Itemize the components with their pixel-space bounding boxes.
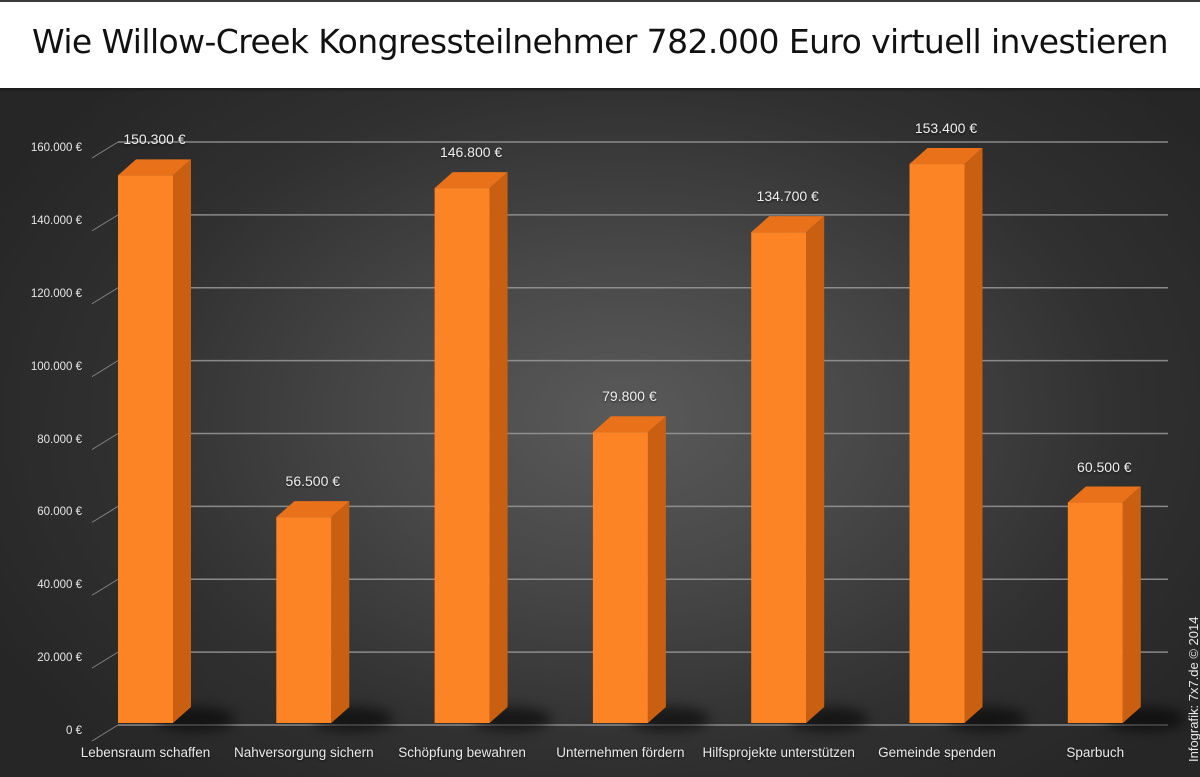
bar [751,216,869,731]
bar [1067,486,1185,731]
y-tick-mark [91,433,119,450]
bar-category-label: Nahversorgung sichern [234,745,374,760]
bar-top-face [751,216,825,233]
bar-front-face [1067,502,1123,723]
bar-top-face [1067,486,1141,503]
y-tick-mark [91,287,119,305]
chart-area [0,88,1200,777]
bar-top-face [118,159,191,176]
bar-side-face [1122,486,1141,723]
bar-top-face [909,148,983,165]
bar [276,501,394,731]
y-tick-label: 20.000 € [37,652,82,665]
bar-side-face [489,172,508,723]
bar-top-face [276,501,350,518]
y-tick-mark [91,360,119,378]
bar-side-face [331,501,350,723]
y-tick-label: 120.000 € [30,287,82,300]
y-tick-mark [91,724,119,742]
y-tick-label: 160.000 € [30,142,82,154]
y-tick-mark [91,141,119,159]
y-tick-label: 100.000 € [30,360,82,373]
bar [592,416,710,731]
bar-value-label: 60.500 € [1077,458,1132,475]
y-tick-label: 80.000 € [37,433,82,446]
bar-value-label: 146.800 € [439,144,503,161]
bar-value-label: 56.500 € [285,473,341,490]
bar [434,172,552,731]
bar-category-label: Gemeinde spenden [878,745,996,760]
y-tick-mark [91,505,119,523]
bar-category-label: Hilfsprojekte unterstützen [702,745,855,760]
bar-category-label: Unternehmen fördern [556,745,685,760]
bar-side-face [806,216,825,723]
bar-category-label: Lebensraum schaffen [80,745,211,760]
bar-value-label: 79.800 € [602,388,657,405]
bar-value-label: 134.700 € [756,188,819,205]
bar-front-face [434,188,490,723]
y-tick-mark [91,578,119,596]
bar [909,148,1027,731]
bar-value-label: 150.300 € [123,131,186,148]
bar-front-face [909,164,965,723]
bar [118,159,235,731]
bar-front-face [592,432,648,723]
bar-front-face [276,517,332,723]
bar-front-face [751,232,807,723]
y-tick-mark [91,651,119,669]
bar-side-face [173,159,191,724]
bar-value-label: 153.400 € [914,120,978,137]
bar-side-face [964,148,983,723]
bar-top-face [434,172,508,189]
y-tick-label: 40.000 € [37,579,82,592]
title-band: Wie Willow-Creek Kongressteilnehmer 782.… [0,0,1200,88]
y-tick-mark [91,214,119,232]
chart-title: Wie Willow-Creek Kongressteilnehmer 782.… [32,22,1169,61]
bar-category-label: Sparbuch [1066,745,1125,760]
chart-canvas [91,141,1185,742]
bar-front-face [118,175,173,724]
bar-category-label: Schöpfung bewahren [398,745,526,760]
y-tick-label: 0 € [66,725,82,737]
credit-text: Infografik: 7x7.de © 2014 [1186,616,1200,762]
bar-top-face [592,416,666,433]
y-tick-label: 140.000 € [30,214,82,227]
bar-side-face [647,416,666,723]
y-tick-label: 60.000 € [37,506,82,519]
